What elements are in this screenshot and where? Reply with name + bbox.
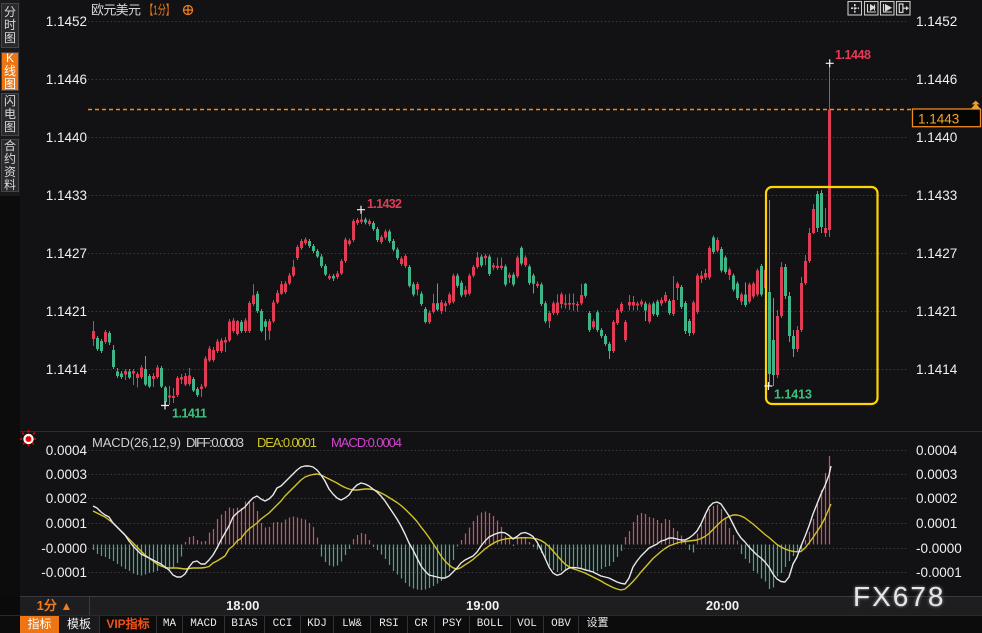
svg-text:1.1411: 1.1411	[172, 407, 207, 421]
svg-text:【1分】: 【1分】	[145, 3, 174, 18]
svg-text:1.1421: 1.1421	[916, 304, 957, 319]
svg-text:0.0001: 0.0001	[46, 516, 87, 531]
svg-text:MACD:0.0004: MACD:0.0004	[331, 435, 402, 450]
svg-text:1.1427: 1.1427	[916, 246, 957, 261]
svg-text:0.0004: 0.0004	[916, 443, 958, 458]
svg-text:1.1414: 1.1414	[46, 362, 88, 377]
svg-text:0.0002: 0.0002	[46, 491, 87, 506]
svg-text:1.1433: 1.1433	[46, 188, 87, 203]
svg-text:0.0001: 0.0001	[916, 516, 957, 531]
svg-text:1.1414: 1.1414	[916, 362, 958, 377]
svg-text:1.1443: 1.1443	[918, 112, 959, 127]
svg-text:-0.0001: -0.0001	[41, 565, 87, 580]
svg-text:1.1446: 1.1446	[916, 72, 957, 87]
svg-text:0.0004: 0.0004	[46, 443, 88, 458]
svg-text:1.1432: 1.1432	[367, 197, 402, 211]
svg-text:0.0002: 0.0002	[916, 491, 957, 506]
svg-text:0.0003: 0.0003	[916, 467, 957, 482]
svg-text:1.1427: 1.1427	[46, 246, 87, 261]
svg-text:1.1448: 1.1448	[835, 48, 871, 62]
svg-text:-0.0000: -0.0000	[41, 541, 87, 556]
svg-text:0.0003: 0.0003	[46, 467, 87, 482]
svg-text:1.1421: 1.1421	[46, 304, 87, 319]
svg-text:MACD(26,12,9): MACD(26,12,9)	[92, 435, 181, 450]
svg-text:1.1440: 1.1440	[46, 130, 87, 145]
svg-text:欧元美元: 欧元美元	[91, 3, 141, 18]
svg-text:DIFF:0.0003: DIFF:0.0003	[186, 435, 244, 450]
svg-text:-0.0001: -0.0001	[916, 565, 962, 580]
svg-text:1.1440: 1.1440	[916, 130, 957, 145]
svg-text:1.1452: 1.1452	[916, 14, 957, 29]
svg-text:1.1452: 1.1452	[46, 14, 87, 29]
svg-text:1.1413: 1.1413	[774, 388, 812, 402]
svg-text:1.1433: 1.1433	[916, 188, 957, 203]
svg-text:1.1446: 1.1446	[46, 72, 87, 87]
svg-text:DEA:0.0001: DEA:0.0001	[257, 435, 317, 450]
svg-text:-0.0000: -0.0000	[916, 541, 962, 556]
